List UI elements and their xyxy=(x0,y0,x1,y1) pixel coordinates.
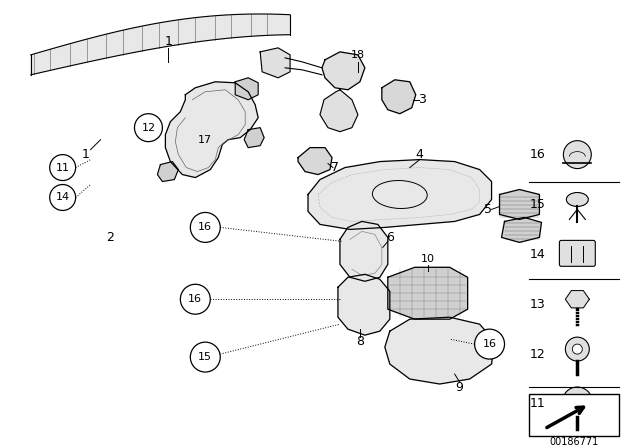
Polygon shape xyxy=(157,162,179,181)
Text: 8: 8 xyxy=(356,335,364,348)
Circle shape xyxy=(50,185,76,211)
Polygon shape xyxy=(260,48,290,78)
Polygon shape xyxy=(502,217,541,242)
Polygon shape xyxy=(388,267,468,319)
Polygon shape xyxy=(565,291,589,308)
Text: 16: 16 xyxy=(529,148,545,161)
Text: 2: 2 xyxy=(107,231,115,244)
Text: 17: 17 xyxy=(198,135,212,145)
Circle shape xyxy=(565,337,589,361)
Text: 11: 11 xyxy=(56,163,70,172)
Text: 9: 9 xyxy=(456,380,463,393)
Text: 15: 15 xyxy=(529,198,545,211)
FancyBboxPatch shape xyxy=(559,241,595,266)
Text: 6: 6 xyxy=(386,231,394,244)
Circle shape xyxy=(134,114,163,142)
Polygon shape xyxy=(322,52,365,90)
Text: 12: 12 xyxy=(529,348,545,361)
Polygon shape xyxy=(165,82,258,177)
Text: 00186771: 00186771 xyxy=(550,437,599,447)
Text: 11: 11 xyxy=(529,397,545,410)
Circle shape xyxy=(50,155,76,181)
Polygon shape xyxy=(308,159,492,229)
Circle shape xyxy=(180,284,211,314)
Polygon shape xyxy=(31,14,290,75)
Circle shape xyxy=(190,342,220,372)
Polygon shape xyxy=(298,148,332,175)
Circle shape xyxy=(563,387,592,417)
Text: 14: 14 xyxy=(56,193,70,202)
Text: 4: 4 xyxy=(416,148,424,161)
Text: 7: 7 xyxy=(331,161,339,174)
Text: 12: 12 xyxy=(141,123,156,133)
Ellipse shape xyxy=(566,193,588,207)
Polygon shape xyxy=(382,80,416,114)
Bar xyxy=(529,394,620,436)
Polygon shape xyxy=(236,78,258,100)
Text: 16: 16 xyxy=(198,222,212,233)
Text: 3: 3 xyxy=(418,93,426,106)
Text: 18: 18 xyxy=(351,50,365,60)
Text: 15: 15 xyxy=(198,352,212,362)
Polygon shape xyxy=(320,90,358,132)
Text: 14: 14 xyxy=(529,248,545,261)
Circle shape xyxy=(475,329,504,359)
Polygon shape xyxy=(340,221,388,281)
Text: 13: 13 xyxy=(529,298,545,311)
Text: 5: 5 xyxy=(484,203,492,216)
Text: 16: 16 xyxy=(188,294,202,304)
Polygon shape xyxy=(244,128,264,148)
Circle shape xyxy=(563,141,591,168)
Circle shape xyxy=(572,344,582,354)
Polygon shape xyxy=(338,274,390,335)
Text: 10: 10 xyxy=(420,254,435,264)
Text: 1: 1 xyxy=(164,35,172,48)
Polygon shape xyxy=(385,317,495,384)
Text: 16: 16 xyxy=(483,339,497,349)
Polygon shape xyxy=(500,190,540,220)
Circle shape xyxy=(570,395,584,409)
Text: 1: 1 xyxy=(82,148,90,161)
Circle shape xyxy=(190,212,220,242)
